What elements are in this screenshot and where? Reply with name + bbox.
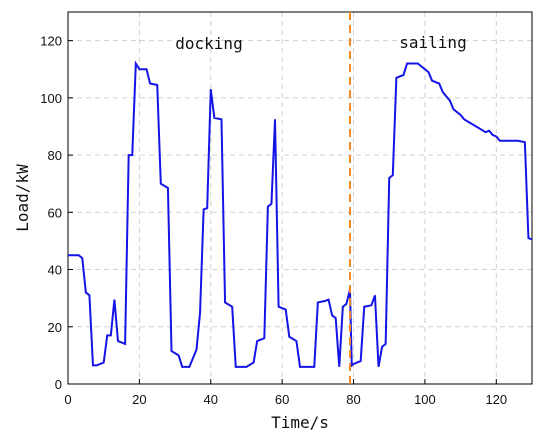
x-tick-label: 40 (204, 392, 218, 407)
x-tick-label: 80 (346, 392, 360, 407)
x-tick-label: 0 (64, 392, 71, 407)
x-axis-label: Time/s (271, 413, 329, 432)
x-tick-label: 120 (485, 392, 507, 407)
y-tick-label: 0 (55, 377, 62, 392)
x-tick-label: 60 (275, 392, 289, 407)
y-tick-label: 100 (40, 91, 62, 106)
y-tick-label: 60 (48, 205, 62, 220)
y-tick-label: 80 (48, 148, 62, 163)
y-tick-label: 20 (48, 320, 62, 335)
x-tick-label: 100 (414, 392, 436, 407)
annotation: docking (175, 34, 242, 53)
y-tick-label: 120 (40, 34, 62, 49)
annotation: sailing (399, 33, 466, 52)
y-tick-label: 40 (48, 263, 62, 278)
data-line (68, 60, 533, 368)
y-axis-label: Load/kW (13, 164, 32, 232)
plot-frame (67, 11, 533, 385)
x-tick-label: 20 (132, 392, 146, 407)
